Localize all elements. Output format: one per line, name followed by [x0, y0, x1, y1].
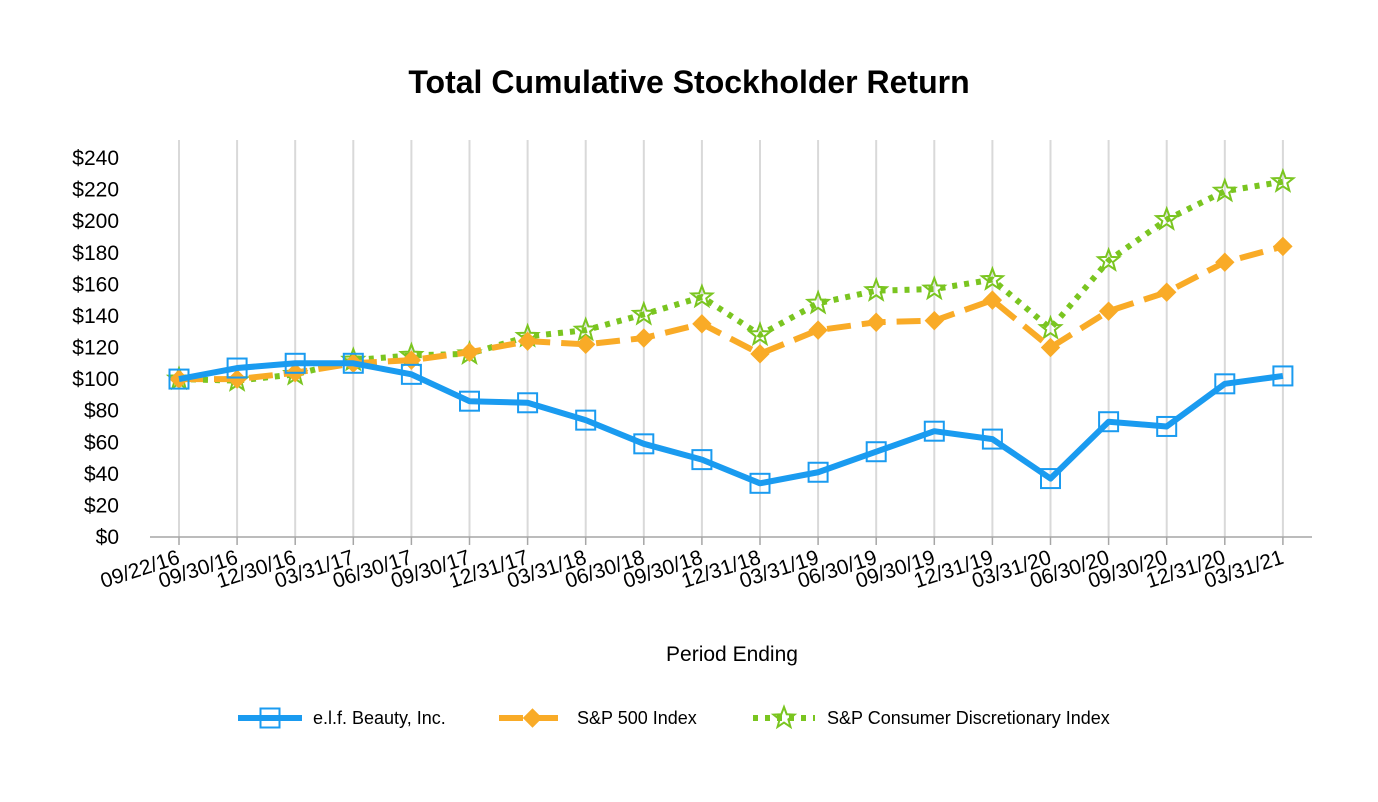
data-point	[284, 352, 306, 374]
data-point	[692, 314, 712, 334]
data-point	[459, 390, 480, 412]
series-layer	[165, 167, 1297, 494]
y-tick-label: $180	[72, 242, 119, 265]
data-point	[1156, 282, 1177, 302]
legend-item: S&P 500 Index	[499, 708, 697, 728]
data-point	[575, 409, 597, 431]
data-point	[749, 472, 771, 494]
data-point	[227, 369, 247, 389]
legend: e.l.f. Beauty, Inc. S&P 500 Index S&P Cons…	[238, 704, 1110, 730]
data-point	[981, 428, 1003, 450]
legend-marker	[259, 707, 281, 729]
data-point	[746, 320, 774, 347]
data-point	[688, 283, 716, 309]
data-point	[808, 320, 828, 340]
data-point	[633, 433, 655, 455]
legend-label: e.l.f. Beauty, Inc.	[313, 708, 446, 728]
y-tick-label: $40	[84, 463, 119, 486]
data-point	[517, 392, 539, 414]
data-point	[1037, 314, 1064, 340]
y-tick-label: $200	[72, 210, 119, 233]
y-tick-label: $240	[72, 147, 119, 170]
data-point	[866, 312, 886, 332]
x-axis-label: Period Ending	[666, 643, 798, 666]
data-point	[1040, 468, 1061, 490]
legend-marker	[770, 704, 798, 730]
y-tick-label: $160	[72, 273, 119, 296]
data-point	[168, 368, 190, 390]
y-tick-label: $20	[84, 494, 119, 517]
data-point	[1215, 252, 1235, 272]
data-point	[575, 334, 596, 355]
data-point	[1214, 373, 1236, 395]
data-point	[517, 331, 538, 351]
data-point	[1272, 365, 1294, 387]
data-point	[1156, 415, 1178, 437]
data-point	[923, 420, 945, 442]
axis-layer: $0 $20 $40 $60 $80 $100 $120 $140 $160 $180 $200 $2…	[72, 147, 1312, 593]
data-point	[459, 342, 480, 362]
data-point	[634, 328, 654, 348]
legend-marker	[522, 708, 543, 728]
legend-item: e.l.f. Beauty, Inc.	[238, 707, 446, 729]
y-tick-label: $60	[84, 431, 119, 454]
chart-title: Total Cumulative Stockholder Return	[408, 64, 969, 100]
y-tick-label: $140	[72, 305, 119, 328]
data-point	[924, 310, 945, 331]
legend-item: S&P Consumer Discretionary Index	[753, 704, 1110, 730]
data-point	[982, 290, 1003, 310]
grid-layer	[178, 140, 1284, 537]
data-point	[1153, 205, 1180, 231]
data-point	[691, 449, 713, 471]
data-point	[1211, 177, 1238, 203]
data-point	[863, 276, 890, 302]
data-point	[804, 289, 832, 315]
y-tick-label: $0	[96, 526, 119, 549]
series-e-l-f-beauty-inc-	[168, 352, 1294, 494]
data-point	[1098, 411, 1120, 433]
legend-label: S&P Consumer Discretionary Index	[827, 708, 1110, 728]
data-point	[865, 441, 887, 463]
data-point	[226, 357, 248, 379]
series-line	[178, 178, 1284, 384]
data-point	[342, 352, 364, 374]
data-point	[1040, 337, 1061, 358]
data-point	[979, 265, 1006, 291]
data-point	[921, 275, 948, 301]
data-point	[1273, 236, 1293, 257]
data-point	[400, 363, 422, 385]
y-tick-label: $120	[72, 337, 119, 360]
data-point	[1098, 301, 1119, 321]
legend-label: S&P 500 Index	[577, 708, 697, 728]
series-s-p-consumer-discretionary-index	[165, 167, 1297, 392]
y-tick-label: $100	[72, 368, 119, 391]
y-tick-label: $220	[72, 179, 119, 202]
data-point	[807, 461, 829, 483]
data-point	[630, 300, 657, 326]
data-point	[1095, 246, 1122, 272]
data-point	[1269, 167, 1297, 193]
y-tick-label: $80	[84, 400, 119, 423]
data-point	[750, 344, 770, 364]
